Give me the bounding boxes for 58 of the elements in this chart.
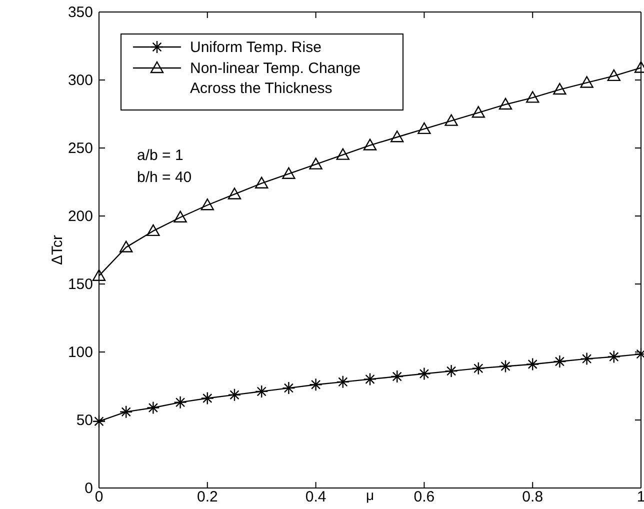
point bbox=[526, 358, 540, 371]
y-tick-label: 100 bbox=[68, 344, 93, 361]
point bbox=[174, 210, 187, 222]
point bbox=[255, 176, 268, 188]
point bbox=[146, 401, 160, 414]
annotation: a/b = 1 bbox=[137, 147, 184, 164]
x-tick-label: 1 bbox=[636, 488, 644, 506]
y-tick-label: 200 bbox=[68, 208, 93, 225]
point bbox=[390, 130, 404, 142]
x-tick-label: 0.4 bbox=[305, 488, 326, 506]
point bbox=[472, 362, 485, 375]
x-tick-label: 0.6 bbox=[414, 488, 435, 506]
point bbox=[444, 114, 458, 126]
point bbox=[174, 396, 187, 409]
legend-label: Uniform Temp. Rise bbox=[190, 39, 322, 56]
point bbox=[526, 91, 540, 103]
y-axis-title: ΔTcr bbox=[49, 234, 66, 266]
point bbox=[282, 381, 296, 395]
point bbox=[580, 76, 594, 88]
x-tick-label: 0.8 bbox=[522, 488, 544, 506]
point bbox=[580, 352, 594, 366]
point bbox=[282, 167, 296, 179]
point bbox=[363, 372, 377, 386]
legend-label: Non-linear Temp. Change Across the Thickness bbox=[190, 60, 361, 97]
point bbox=[498, 360, 512, 373]
point bbox=[120, 405, 133, 418]
y-tick-label: 50 bbox=[76, 412, 93, 429]
point bbox=[498, 98, 512, 110]
point bbox=[309, 158, 322, 170]
point bbox=[418, 367, 431, 380]
y-tick-label: 250 bbox=[68, 140, 93, 157]
point bbox=[228, 388, 242, 402]
point bbox=[309, 378, 322, 392]
point bbox=[336, 375, 350, 389]
point bbox=[200, 392, 214, 405]
point bbox=[444, 364, 458, 378]
point bbox=[607, 69, 620, 82]
point bbox=[92, 269, 106, 281]
point bbox=[92, 414, 106, 428]
y-tick-label: 350 bbox=[68, 4, 93, 21]
point bbox=[363, 138, 377, 150]
point bbox=[607, 350, 620, 364]
annotation: b/h = 40 bbox=[137, 169, 192, 186]
point bbox=[418, 122, 431, 134]
point bbox=[336, 148, 350, 160]
point bbox=[200, 198, 214, 210]
point bbox=[553, 82, 566, 95]
x-tick-label: 0.2 bbox=[196, 488, 218, 506]
point bbox=[120, 240, 133, 252]
x-axis-title: μ bbox=[366, 487, 374, 503]
point bbox=[146, 224, 160, 236]
point bbox=[255, 384, 268, 398]
point bbox=[553, 354, 566, 368]
point bbox=[472, 106, 485, 118]
point bbox=[228, 188, 242, 200]
y-tick-label: 300 bbox=[68, 72, 93, 89]
y-tick-label: 150 bbox=[68, 276, 93, 293]
point bbox=[390, 370, 404, 384]
